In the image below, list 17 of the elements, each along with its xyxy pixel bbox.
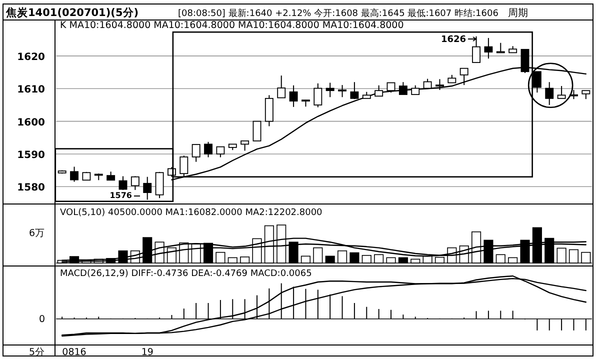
annotation: 1626: [440, 35, 466, 45]
y-tick-label: 1580: [17, 182, 46, 194]
x-tick-label: 19: [141, 347, 154, 358]
chart-subtitle: [08:08:50] 最新:1640 +2.12% 今开:1608 最高:1645 最低:1607 昨结:1606: [178, 8, 499, 19]
y-tick-label: 1600: [17, 117, 46, 128]
annotation: MACD(26,12,9) DIFF:-0.4736 DEA:-0.4769 MACD:0.0065: [60, 269, 312, 279]
y-tick-label: 1590: [17, 150, 46, 161]
text: 6万: [28, 228, 45, 239]
y-tick-label: 1620: [17, 52, 46, 63]
chart-title: 焦炭1401(020701)(5分): [5, 6, 139, 19]
y-tick-label: 1610: [17, 84, 46, 96]
text: 周期: [508, 7, 528, 19]
annotation: 1576: [110, 191, 132, 200]
x-tick-label: 0816: [62, 347, 86, 358]
text: 0: [38, 314, 45, 325]
text: VOL(5,10) 40500.0000 MA1:16082.0000 MA2:12202.8000: [60, 208, 323, 218]
annotation: K MA10:1604.8000 MA10:1604.8000 MA10:1604.8000 MA10:1604.8000: [60, 20, 404, 31]
